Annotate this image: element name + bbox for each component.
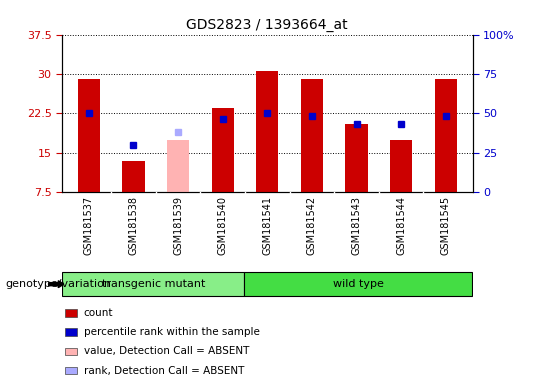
Bar — [123, 161, 145, 192]
Text: GSM181538: GSM181538 — [129, 196, 138, 255]
Bar — [256, 71, 279, 192]
Text: GSM181537: GSM181537 — [84, 196, 94, 255]
Bar — [167, 139, 189, 192]
Text: genotype/variation: genotype/variation — [5, 279, 111, 289]
Bar — [78, 79, 100, 192]
Text: value, Detection Call = ABSENT: value, Detection Call = ABSENT — [84, 346, 249, 356]
Text: transgenic mutant: transgenic mutant — [102, 279, 205, 289]
Text: wild type: wild type — [333, 279, 384, 289]
Bar — [301, 79, 323, 192]
Text: count: count — [84, 308, 113, 318]
Bar — [212, 108, 234, 192]
Bar — [346, 124, 368, 192]
Bar — [62, 272, 245, 296]
Text: GSM181542: GSM181542 — [307, 196, 317, 255]
Text: GSM181541: GSM181541 — [262, 196, 272, 255]
Text: GSM181539: GSM181539 — [173, 196, 183, 255]
Text: GSM181540: GSM181540 — [218, 196, 228, 255]
Text: rank, Detection Call = ABSENT: rank, Detection Call = ABSENT — [84, 366, 244, 376]
Text: GSM181544: GSM181544 — [396, 196, 406, 255]
Text: percentile rank within the sample: percentile rank within the sample — [84, 327, 260, 337]
Title: GDS2823 / 1393664_at: GDS2823 / 1393664_at — [186, 18, 348, 32]
Text: GSM181543: GSM181543 — [352, 196, 361, 255]
Bar — [435, 79, 457, 192]
Text: GSM181545: GSM181545 — [441, 196, 451, 255]
Bar — [390, 139, 412, 192]
Bar — [245, 272, 472, 296]
